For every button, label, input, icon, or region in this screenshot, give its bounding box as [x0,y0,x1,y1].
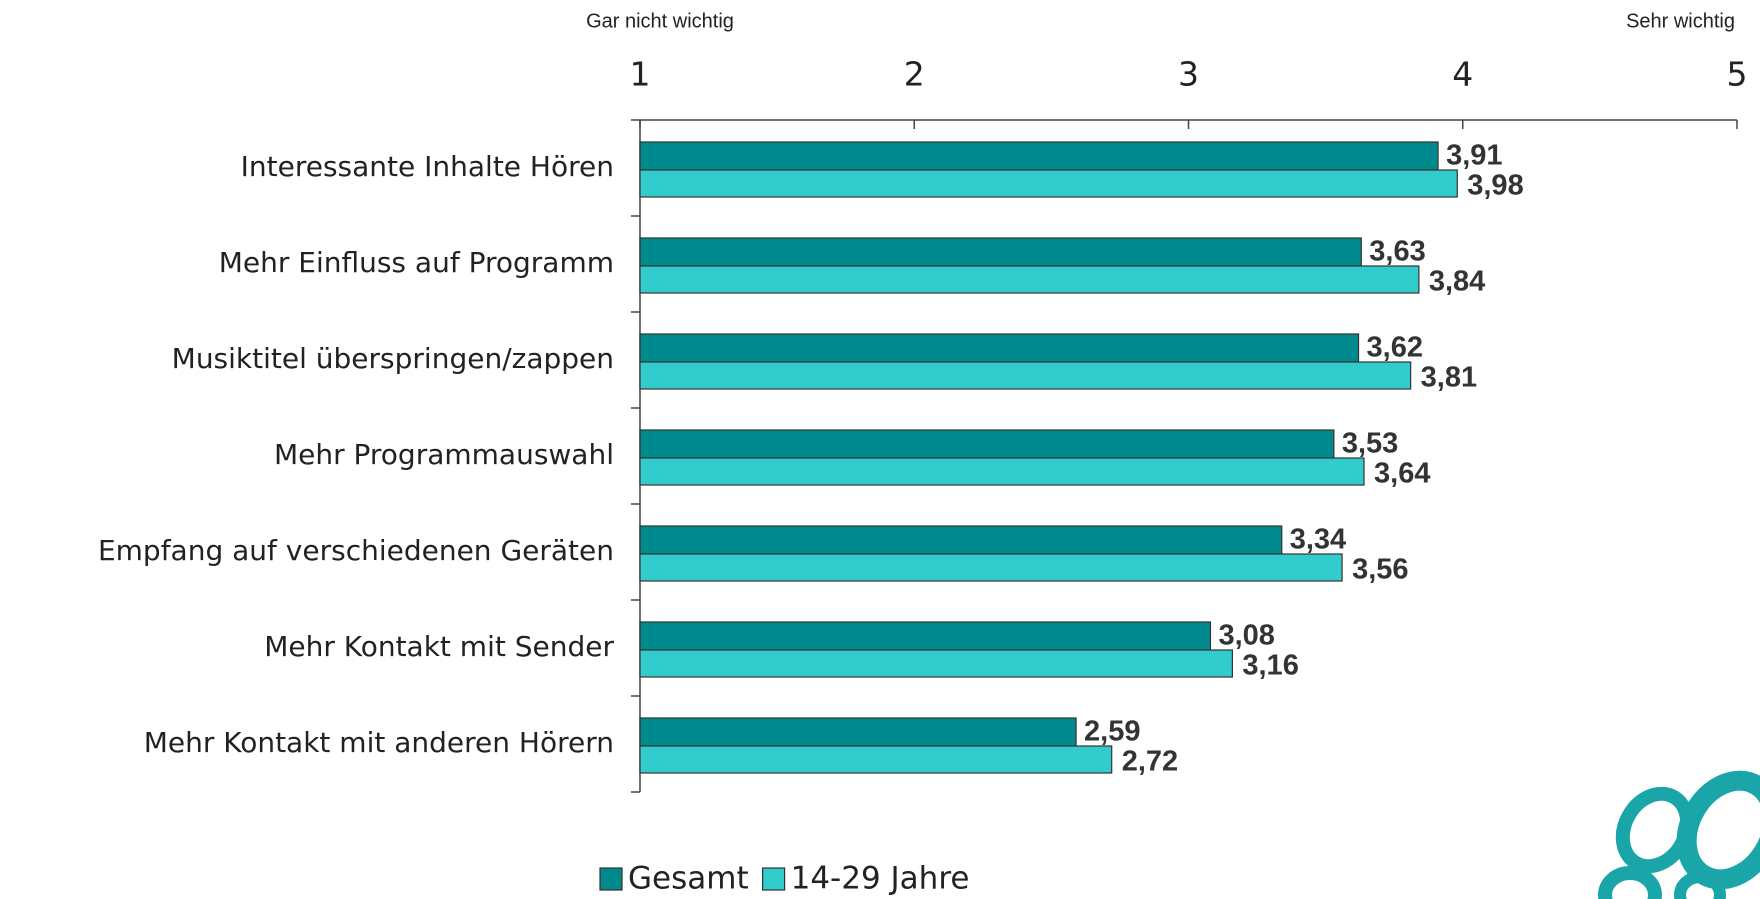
value-label: 3,34 [1290,524,1346,556]
value-label: 3,63 [1369,236,1425,268]
bar [640,458,1364,485]
legend-label: Gesamt [628,861,749,897]
bar [640,334,1359,362]
value-label: 3,81 [1421,362,1477,394]
value-label: 3,64 [1374,458,1430,490]
bar [640,622,1210,650]
x-tick-label: 1 [630,55,651,94]
bar [640,170,1457,197]
page: {"chart_data": {"type": "bar", "orientat… [0,0,1760,899]
value-label: 3,56 [1352,554,1408,586]
value-label: 3,98 [1467,170,1523,202]
x-tick-label: 5 [1727,55,1748,94]
value-label: 3,53 [1342,428,1398,460]
y-tick-label: Empfang auf verschiedenen Geräten [98,534,614,567]
bar [640,430,1334,458]
decoration [1605,765,1760,899]
bar [640,362,1411,389]
bar [640,746,1112,773]
bar [640,650,1232,677]
bar [640,266,1419,293]
value-label: 3,62 [1367,332,1423,364]
y-tick-label: Mehr Einfluss auf Programm [219,246,614,279]
annotation: Gar nicht wichtig [586,10,734,32]
y-tick-label: Mehr Programmauswahl [274,438,614,471]
y-tick-label: Mehr Kontakt mit Sender [264,630,614,663]
legend-swatch [763,868,785,890]
x-tick-label: 4 [1452,55,1473,94]
x-tick-label: 2 [904,55,925,94]
y-tick-label: Musiktitel überspringen/zappen [172,342,614,375]
bar [640,238,1361,266]
value-label: 3,16 [1242,650,1298,682]
legend-label: 14-29 Jahre [791,861,970,897]
bar [640,554,1342,581]
value-label: 3,08 [1218,620,1274,652]
x-tick-label: 3 [1178,55,1199,94]
y-tick-label: Mehr Kontakt mit anderen Hörern [144,726,614,759]
bar [640,526,1282,554]
bar [640,718,1076,746]
value-label: 2,59 [1084,716,1140,748]
value-label: 3,91 [1446,140,1502,172]
bar [640,142,1438,170]
value-label: 2,72 [1122,746,1178,778]
value-label: 3,84 [1429,266,1485,298]
chart: Gar nicht wichtig Sehr wichtig 1 2 3 4 5 Inte… [0,0,1760,899]
legend-swatch [600,868,622,890]
annotation: Sehr wichtig [1626,10,1735,32]
y-tick-label: Interessante Inhalte Hören [241,150,614,183]
